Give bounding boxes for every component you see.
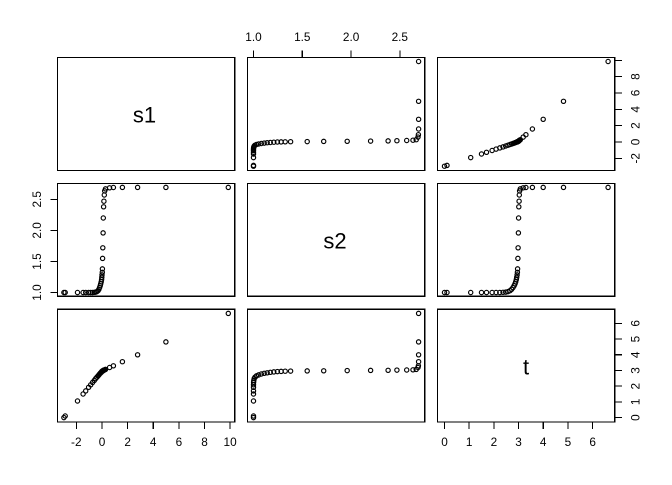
svg-text:0: 0	[628, 138, 642, 145]
svg-text:6: 6	[628, 320, 642, 327]
svg-text:-2: -2	[71, 435, 82, 449]
svg-text:10: 10	[224, 435, 238, 449]
svg-text:6: 6	[628, 89, 642, 96]
svg-text:5: 5	[565, 435, 572, 449]
svg-text:1: 1	[628, 399, 642, 406]
svg-text:4: 4	[150, 435, 157, 449]
svg-text:8: 8	[201, 435, 208, 449]
svg-text:3: 3	[515, 435, 522, 449]
svg-text:6: 6	[176, 435, 183, 449]
svg-text:2: 2	[628, 383, 642, 390]
svg-text:-2: -2	[628, 153, 642, 164]
svg-text:2: 2	[628, 122, 642, 129]
svg-text:2: 2	[124, 435, 131, 449]
svg-text:2.0: 2.0	[343, 30, 360, 44]
svg-text:0: 0	[441, 435, 448, 449]
svg-text:2.0: 2.0	[30, 222, 44, 239]
svg-text:s2: s2	[323, 229, 346, 254]
svg-text:s1: s1	[133, 103, 156, 128]
svg-text:t: t	[523, 354, 529, 379]
svg-text:6: 6	[589, 435, 596, 449]
svg-text:1.5: 1.5	[294, 30, 311, 44]
svg-text:4: 4	[628, 106, 642, 113]
svg-text:4: 4	[540, 435, 547, 449]
svg-text:3: 3	[628, 367, 642, 374]
svg-text:1.0: 1.0	[30, 284, 44, 301]
svg-text:4: 4	[628, 351, 642, 358]
svg-text:0: 0	[99, 435, 106, 449]
svg-text:2.5: 2.5	[392, 30, 409, 44]
svg-text:1.5: 1.5	[30, 253, 44, 270]
svg-text:2.5: 2.5	[30, 191, 44, 208]
svg-text:0: 0	[628, 414, 642, 421]
svg-text:5: 5	[628, 335, 642, 342]
svg-text:8: 8	[628, 73, 642, 80]
svg-text:2: 2	[491, 435, 498, 449]
svg-text:1.0: 1.0	[245, 30, 262, 44]
svg-text:1: 1	[466, 435, 473, 449]
